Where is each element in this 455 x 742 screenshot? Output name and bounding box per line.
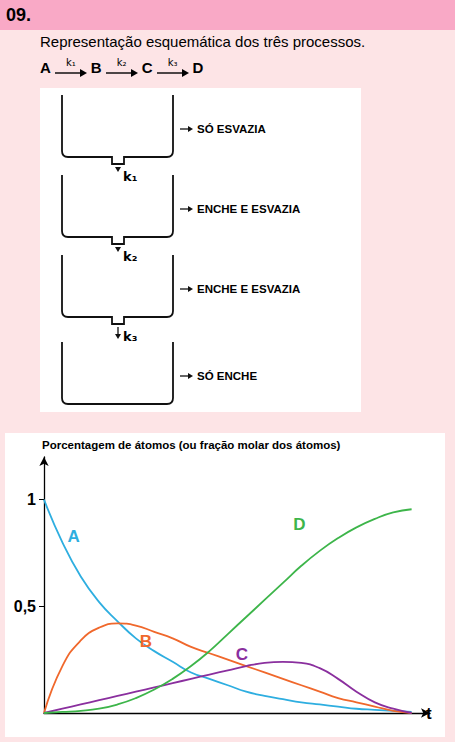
html-text:k₂: k₂: [116, 57, 127, 68]
html-text:09.: 09.: [6, 5, 31, 25]
svg-text:1: 1: [27, 491, 36, 508]
svg-text:0,5: 0,5: [14, 598, 36, 615]
html-text:C: C: [141, 59, 153, 76]
svg-text:ENCHE E ESVAZIA: ENCHE E ESVAZIA: [197, 203, 300, 215]
html-text:B: B: [90, 59, 102, 76]
svg-text:SÓ ENCHE: SÓ ENCHE: [197, 370, 257, 382]
html-text:k₃: k₃: [167, 57, 178, 68]
html-text:k₁: k₁: [65, 57, 76, 68]
svg-text:SÓ ESVAZIA: SÓ ESVAZIA: [197, 123, 266, 135]
html-text:A: A: [40, 59, 51, 76]
svg-text:A: A: [67, 527, 79, 546]
html-text:Representação esquemática dos: Representação esquemática dos três proce…: [40, 33, 366, 50]
svg-text:t: t: [426, 703, 432, 723]
svg-text:B: B: [140, 632, 152, 651]
svg-text:k₃: k₃: [123, 329, 137, 344]
svg-text:k₂: k₂: [123, 249, 137, 264]
svg-text:C: C: [236, 645, 248, 664]
svg-text:ENCHE E ESVAZIA: ENCHE E ESVAZIA: [197, 283, 300, 295]
svg-text:D: D: [293, 515, 305, 534]
html-text:D: D: [192, 59, 204, 76]
svg-text:Porcentagem de átomos (ou fraç: Porcentagem de átomos (ou fração molar d…: [42, 439, 341, 451]
svg-text:k₁: k₁: [123, 169, 137, 184]
